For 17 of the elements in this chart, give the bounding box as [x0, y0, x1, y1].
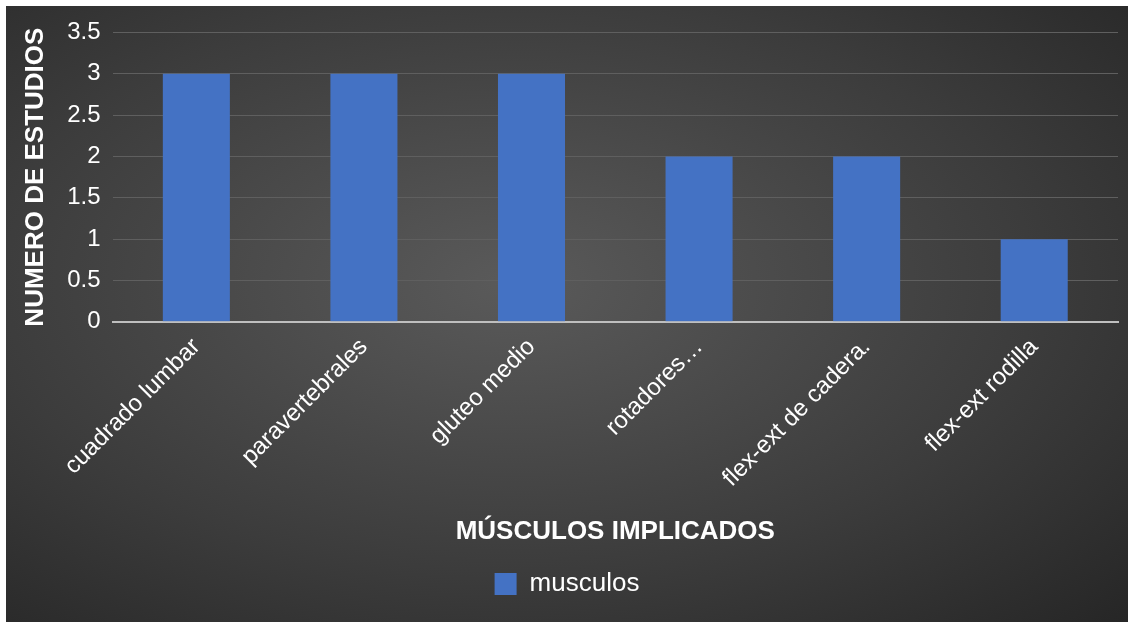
- y-tick-label: 0: [87, 306, 101, 334]
- y-tick-label: 2: [87, 141, 101, 169]
- legend-label: musculos: [529, 567, 640, 598]
- y-tick-label: 0.5: [67, 265, 101, 293]
- bar: [1000, 239, 1068, 322]
- y-tick-label: 1: [87, 223, 101, 251]
- y-axis-title: NUMERO DE ESTUDIOS: [18, 27, 49, 327]
- bar: [162, 73, 230, 322]
- y-tick-label: 2.5: [67, 99, 101, 127]
- y-tick-label: 3.5: [67, 17, 101, 45]
- bar: [833, 156, 901, 322]
- x-axis-title: MÚSCULOS IMPLICADOS: [455, 514, 775, 545]
- y-tick-label: 1.5: [67, 182, 101, 210]
- bar: [497, 73, 566, 322]
- y-tick-label: 3: [87, 58, 101, 86]
- bar: [330, 73, 398, 322]
- bar: [665, 156, 733, 322]
